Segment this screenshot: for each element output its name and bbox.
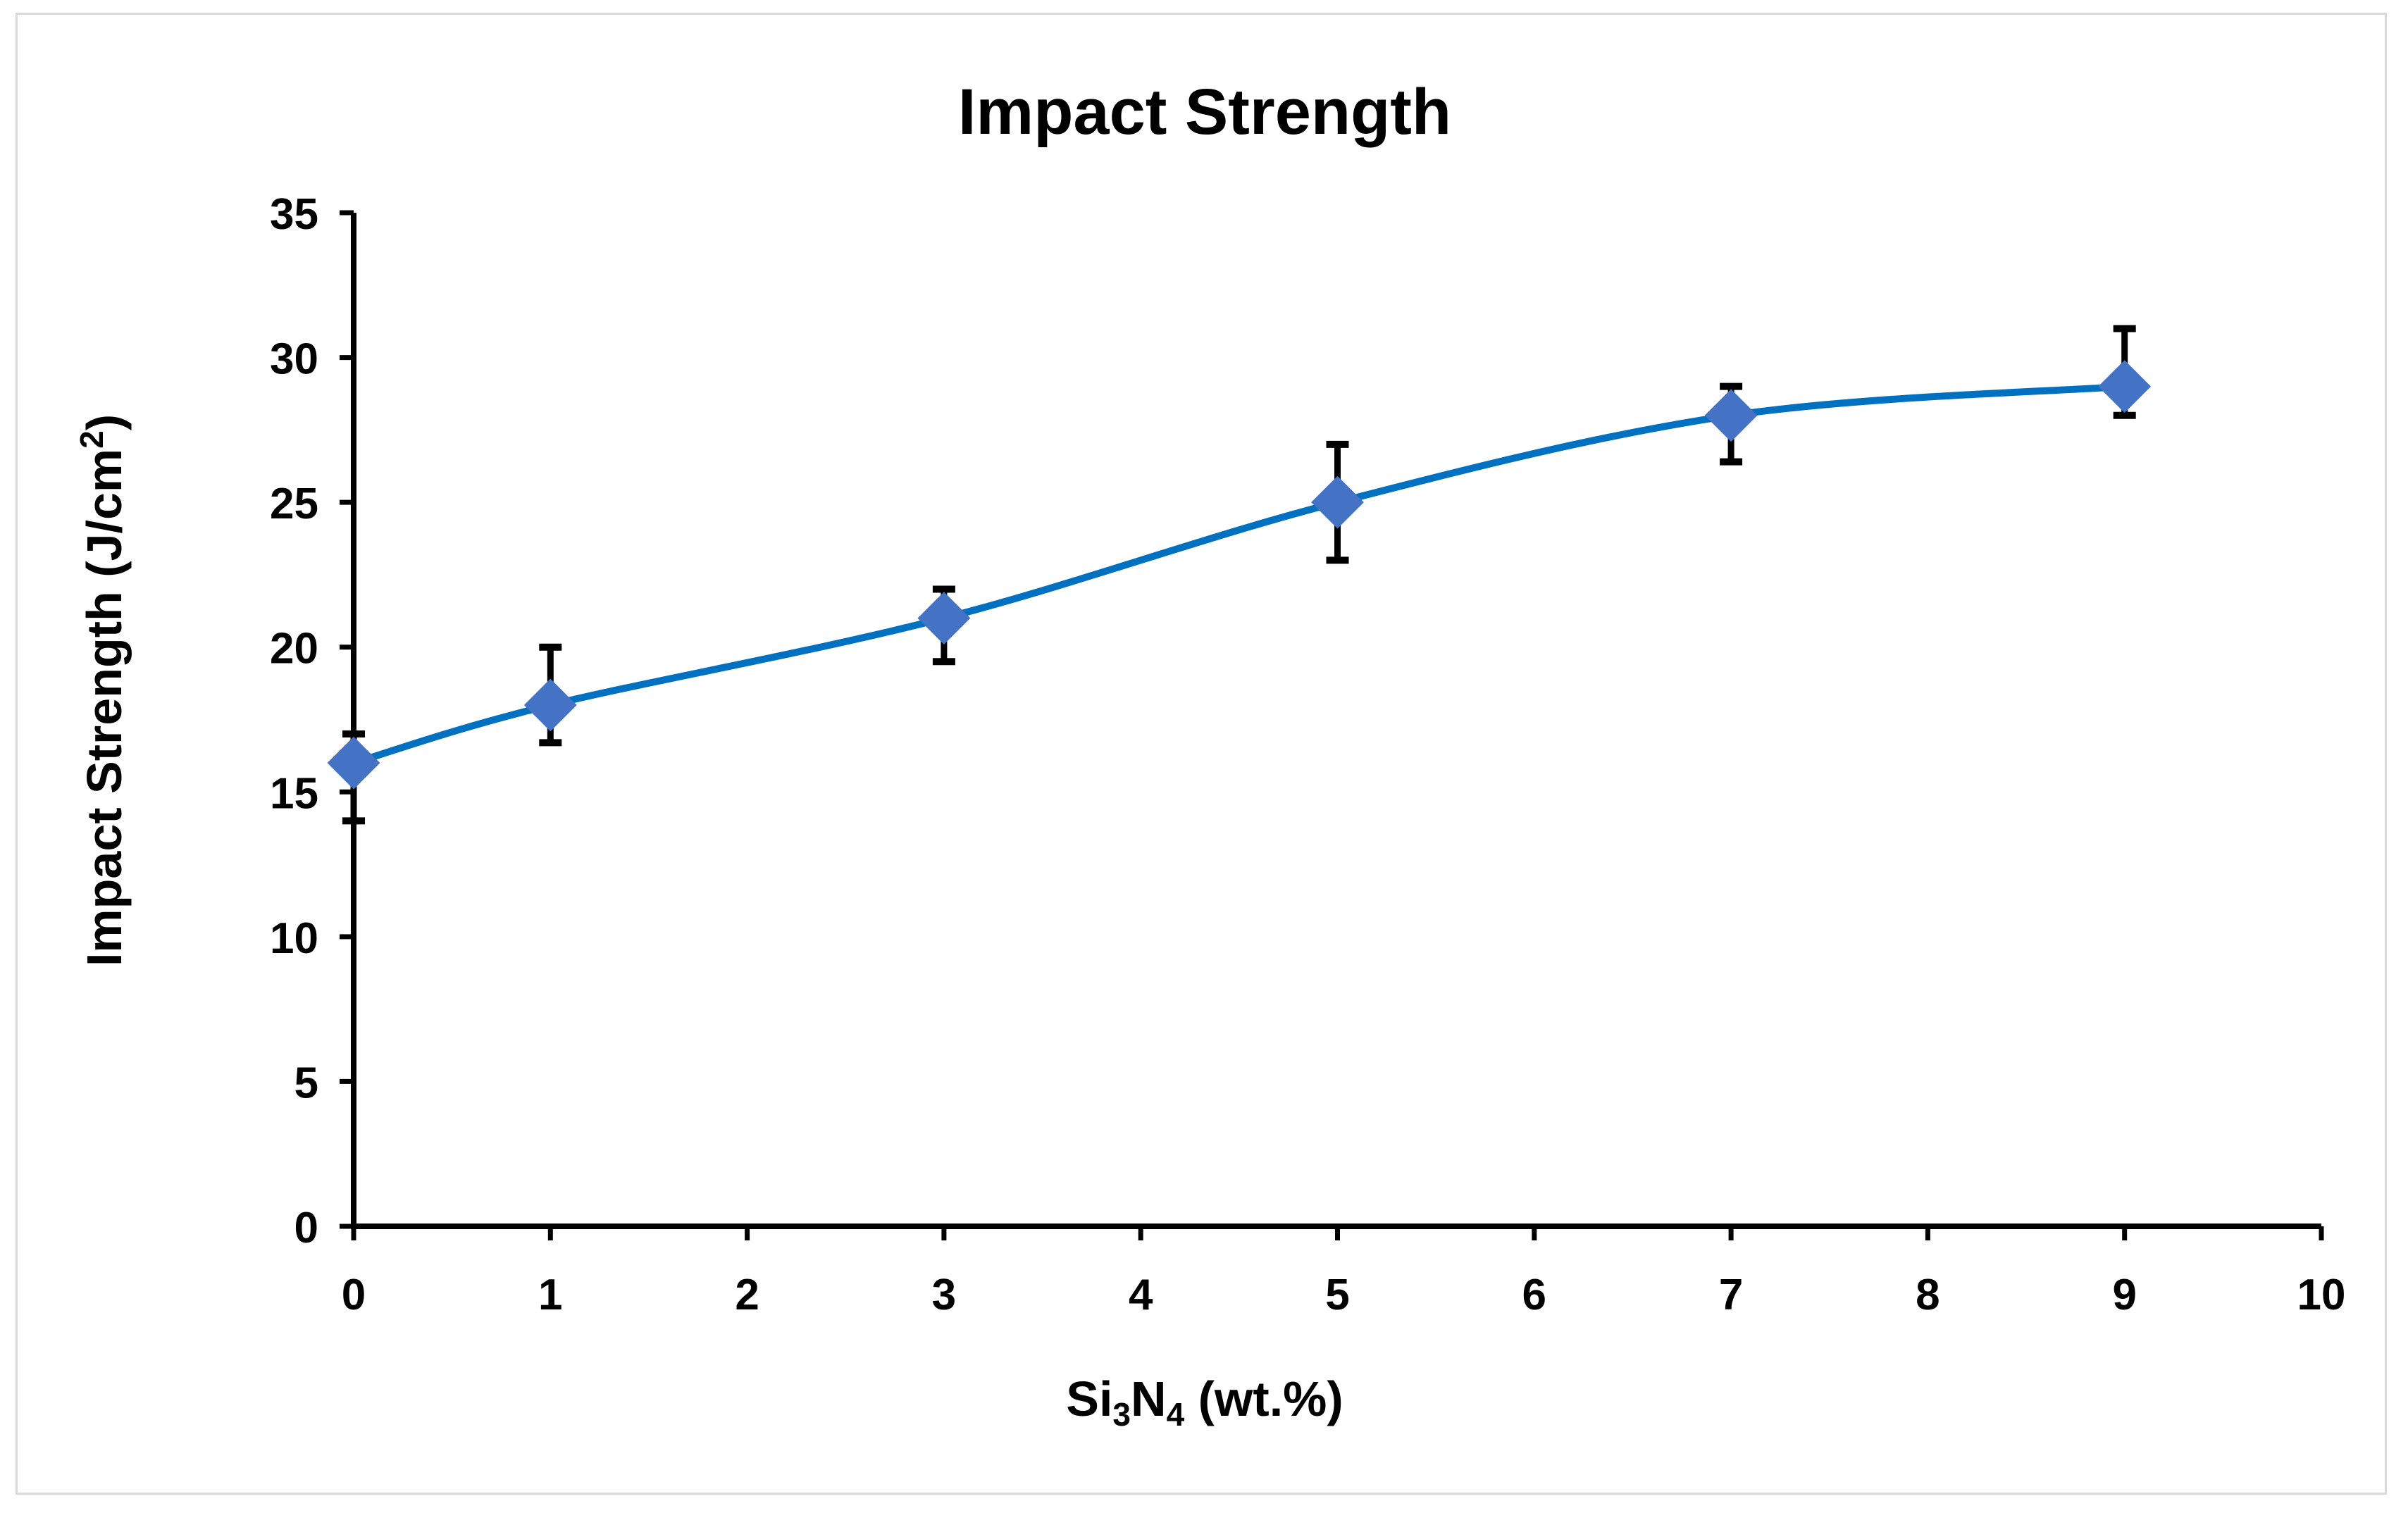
y-tick-label: 25	[270, 480, 318, 528]
data-point-marker	[917, 592, 971, 645]
tick-labels: 0 5 10 15 20 25 30 35 0 1 2 3 4 5 6 7 8 9 10	[270, 190, 2345, 1319]
y-tick-label: 30	[270, 335, 318, 384]
chart-title: Impact Strength	[958, 76, 1451, 148]
x-tick-label: 10	[2297, 1271, 2346, 1319]
x-label-sub2: 4	[1167, 1396, 1185, 1433]
data-point-marker	[1704, 389, 1758, 442]
x-tick-label: 3	[932, 1271, 956, 1319]
x-label-sub1: 3	[1112, 1396, 1131, 1433]
x-label-base: Si	[1066, 1371, 1112, 1426]
x-tick-label: 5	[1325, 1271, 1349, 1319]
x-axis-title: Si3N4 (wt.%)	[1066, 1371, 1343, 1433]
x-tick-label: 7	[1719, 1271, 1743, 1319]
y-label-sup: 2	[73, 430, 110, 449]
series-line	[350, 382, 2128, 767]
y-axis-title: Impact Strength (J/cm2)	[73, 414, 132, 966]
tick-marks	[340, 210, 2324, 1240]
series-layer	[327, 325, 2152, 825]
axes	[351, 213, 2321, 1229]
x-tick-label: 1	[538, 1271, 562, 1319]
data-point-marker	[1311, 475, 1364, 529]
y-tick-label: 35	[270, 190, 318, 239]
y-label-tail: )	[77, 414, 132, 430]
x-label-tail: (wt.%)	[1184, 1371, 1343, 1426]
x-tick-label: 8	[1916, 1271, 1940, 1319]
y-label-main: Impact Strength (J/cm	[77, 449, 132, 966]
chart-frame	[15, 13, 2387, 1495]
x-label-mid: N	[1131, 1371, 1167, 1426]
y-tick-label: 10	[270, 914, 318, 963]
data-point-marker	[327, 736, 380, 790]
y-tick-label: 20	[270, 625, 318, 673]
y-tick-label: 0	[294, 1204, 318, 1252]
x-tick-label: 0	[342, 1271, 366, 1319]
data-point-marker	[2098, 360, 2152, 413]
y-tick-label: 15	[270, 769, 318, 818]
x-tick-label: 2	[735, 1271, 759, 1319]
x-tick-label: 9	[2112, 1271, 2136, 1319]
x-tick-label: 4	[1129, 1271, 1153, 1319]
data-point-marker	[523, 678, 577, 732]
x-tick-label: 6	[1522, 1271, 1546, 1319]
y-tick-label: 5	[294, 1059, 318, 1107]
